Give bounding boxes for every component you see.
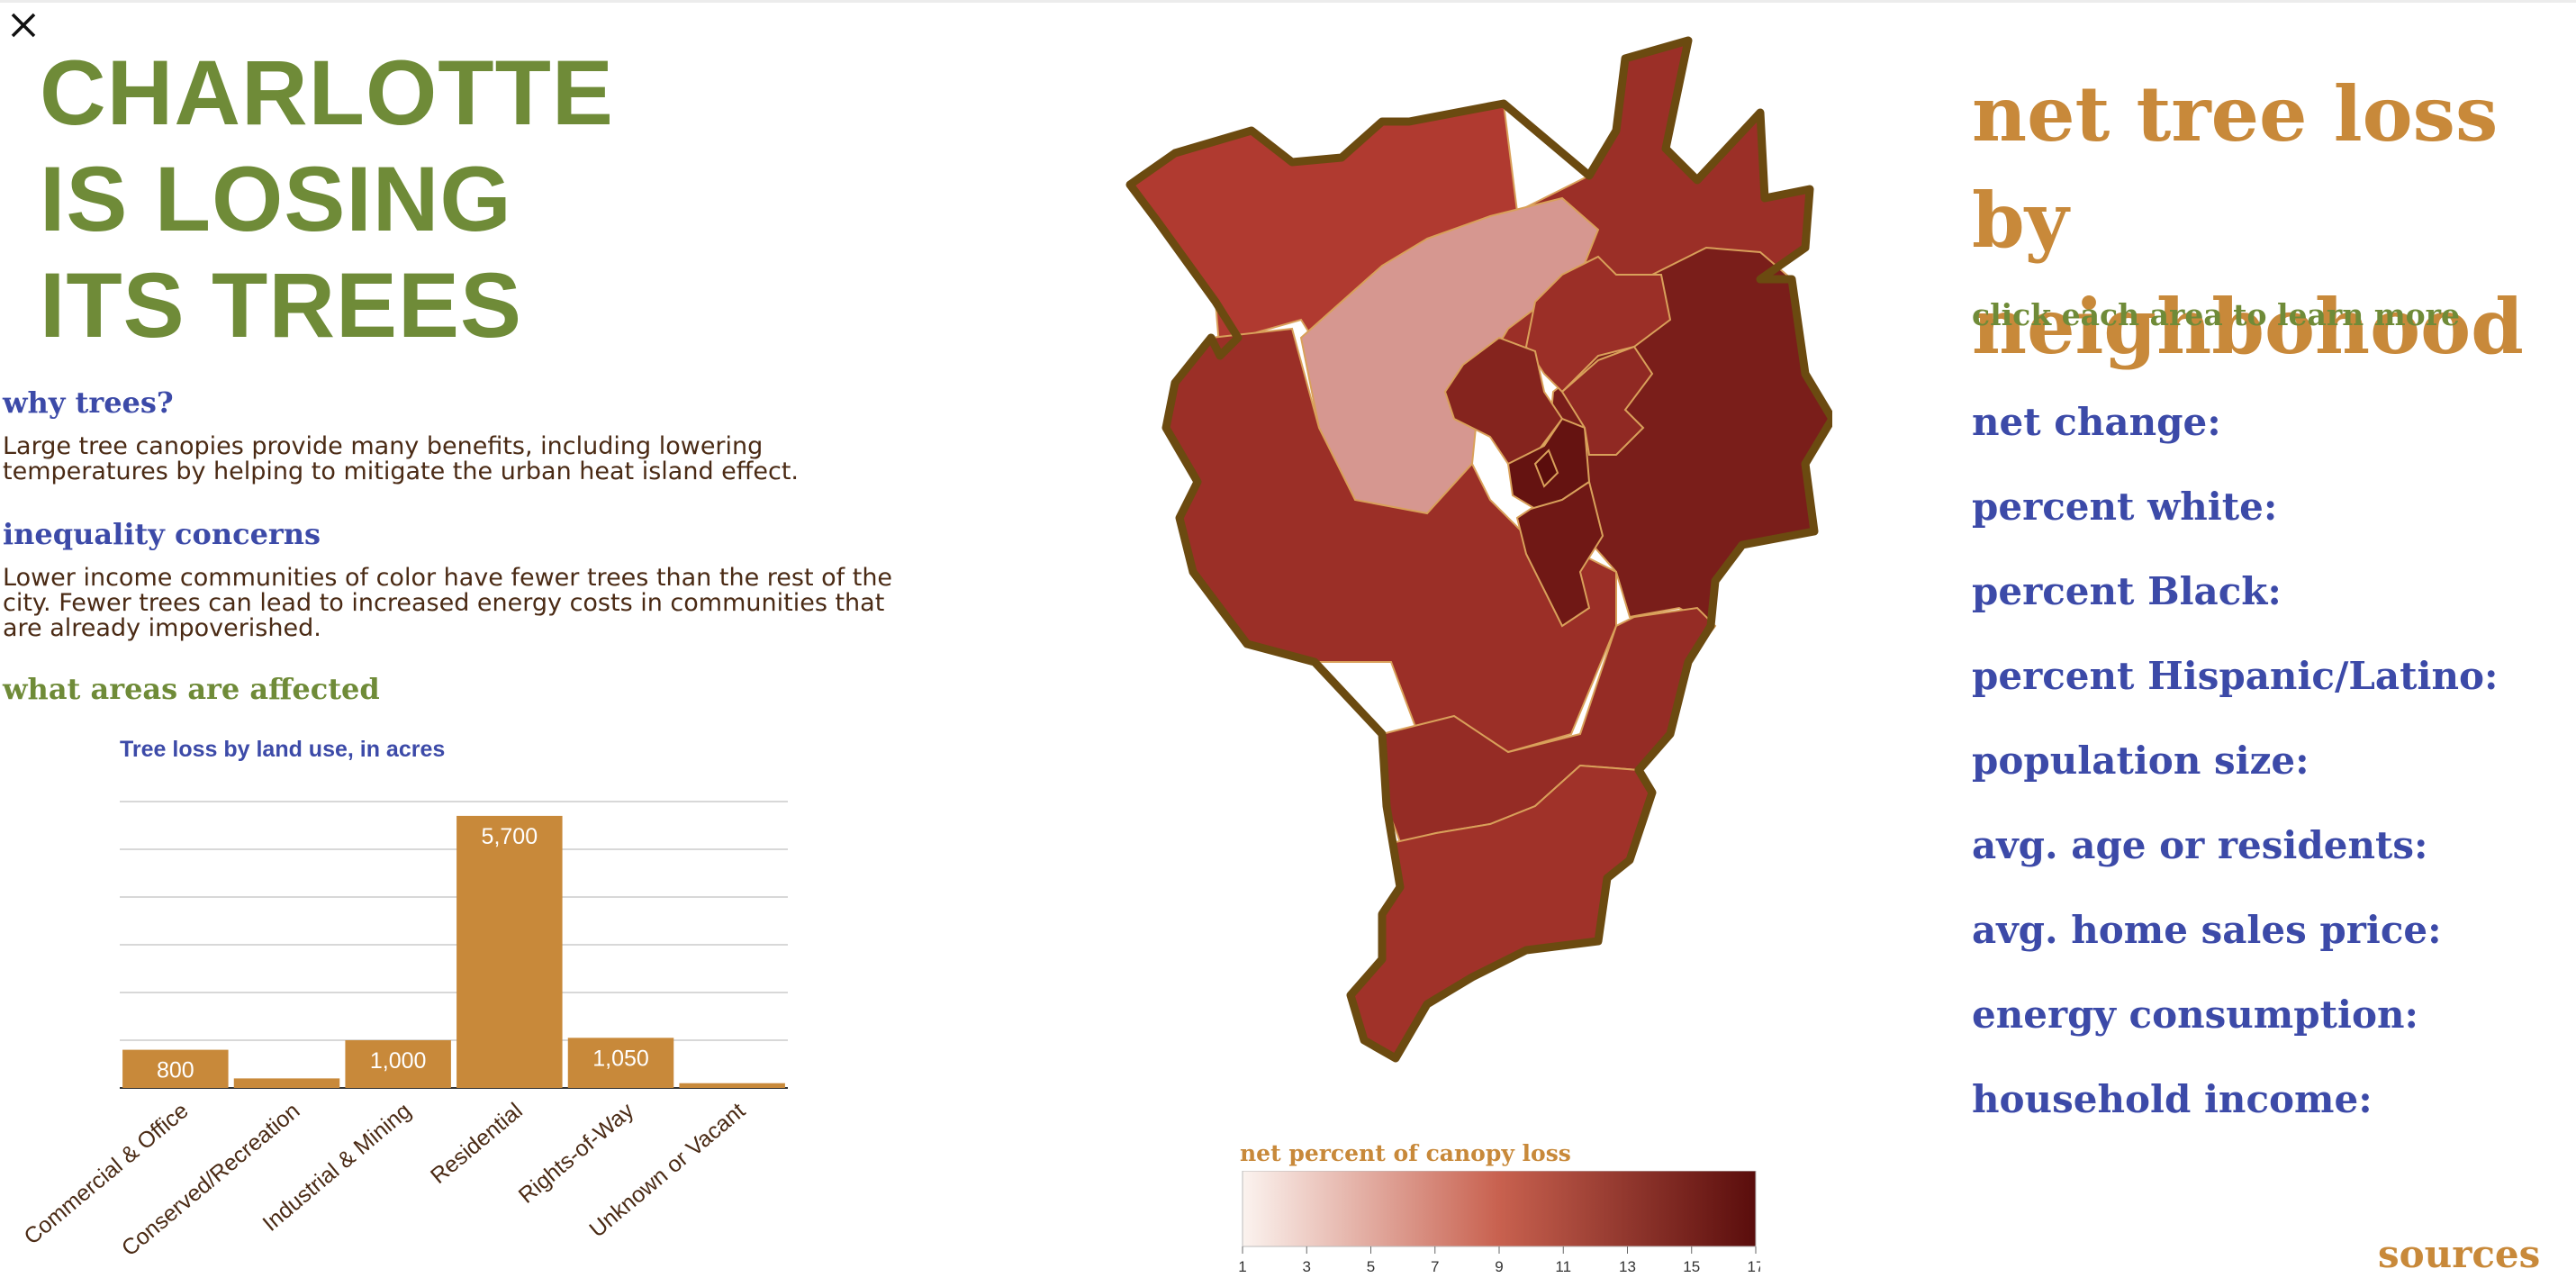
title-line: IS LOSING [40,148,512,250]
close-icon[interactable] [5,7,41,43]
bar-value-label: 200 [268,1086,306,1111]
legend-tick-label: 13 [1619,1258,1636,1275]
stat-population: population size: [1972,739,2309,783]
page-title: CHARLOTTE IS LOSING ITS TREES [40,40,614,358]
bar [567,1038,674,1088]
legend-tick-label: 3 [1303,1258,1311,1275]
legend-tick-label: 5 [1367,1258,1375,1275]
stat-avg-age: avg. age or residents: [1972,823,2428,867]
detail-title: net tree loss by neighbohood [1972,61,2576,380]
map-region[interactable] [1515,480,1604,628]
legend-tick-label: 1 [1238,1258,1246,1275]
stat-percent-hispanic: percent Hispanic/Latino: [1972,654,2499,698]
bar [122,1049,229,1088]
affected-areas-heading: what areas are affected [3,672,380,706]
detail-title-line: neighbohood [1972,282,2524,371]
title-line: ITS TREES [40,254,523,357]
stat-income: household income: [1972,1077,2373,1121]
top-divider [0,0,2576,3]
inequality-text: Lower income communities of color have f… [3,564,893,642]
legend-color-ramp [1242,1171,1757,1247]
stat-percent-black: percent Black: [1972,569,2282,613]
canopy-loss-legend: 1 3 5 7 9 11 13 15 17 [1238,1171,1760,1275]
bar-value-label: 5,700 [482,824,538,849]
stat-home-price: avg. home sales price: [1972,908,2442,952]
neighborhood-map[interactable] [1112,32,1832,1121]
map-region[interactable] [1533,449,1559,488]
bar-value-label: 1,050 [592,1046,649,1071]
sources-link[interactable]: sources [2378,1232,2541,1276]
category-label: Residential [426,1098,528,1189]
map-region[interactable] [1560,345,1654,456]
bar [345,1040,451,1088]
legend-tick-label: 9 [1495,1258,1503,1275]
title-line: CHARLOTTE [40,41,614,144]
legend-tick-label: 11 [1555,1258,1571,1275]
map-region[interactable] [1524,255,1672,394]
why-trees-heading: why trees? [3,385,174,420]
bar-value-label: 800 [157,1058,194,1083]
bar [456,815,563,1088]
stat-percent-white: percent white: [1972,485,2278,529]
legend-tick-label: 17 [1748,1258,1760,1275]
stat-energy: energy consumption: [1972,992,2419,1037]
city-boundary-outline [1125,36,1832,1063]
detail-title-line: net tree loss by [1972,69,2499,265]
legend-tick-label: 15 [1683,1258,1700,1275]
category-label: Conserved/Recreation [117,1098,305,1261]
category-label: Rights-of-Way [514,1098,639,1209]
inequality-heading: inequality concerns [3,517,321,551]
legend-tick-label: 7 [1431,1258,1439,1275]
neighborhood-stats: net change: percent white: percent Black… [1972,400,2499,1162]
why-trees-text: Large tree canopies provide many benefit… [3,432,800,485]
chart-title: Tree loss by land use, in acres [120,737,446,762]
stat-net-change: net change: [1972,400,2221,444]
legend-title: net percent of canopy loss [1240,1140,1571,1166]
instruction-text: click each area to learn more [1972,297,2461,332]
bar [233,1078,340,1088]
bar [679,1083,785,1088]
bar-value-label: 1,000 [370,1048,427,1074]
